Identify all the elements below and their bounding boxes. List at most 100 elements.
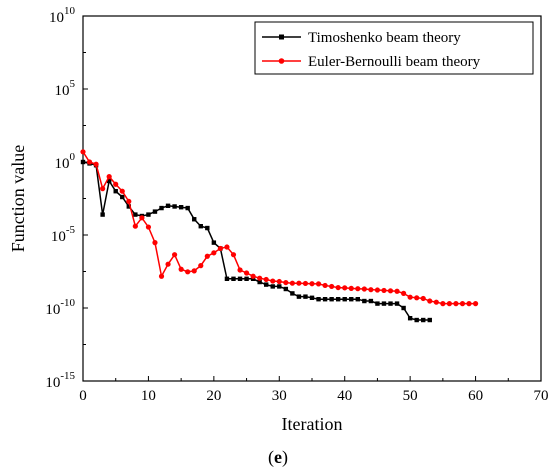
data-point <box>191 268 197 274</box>
data-point <box>80 159 86 165</box>
data-point <box>276 278 282 285</box>
x-tick-label: 0 <box>79 388 87 404</box>
caption-letter: e <box>274 447 282 467</box>
data-point <box>381 287 387 294</box>
data-point <box>401 305 406 311</box>
data-point <box>211 240 217 245</box>
data-point <box>290 291 295 296</box>
data-point <box>198 224 203 229</box>
data-point <box>407 294 413 300</box>
data-point <box>224 244 230 250</box>
data-point <box>349 297 354 302</box>
data-point <box>230 252 237 258</box>
data-point <box>257 275 263 281</box>
data-point <box>427 298 433 304</box>
data-point <box>440 301 446 307</box>
data-point <box>211 250 217 256</box>
data-point <box>446 301 452 307</box>
legend-items: Timoshenko beam theory Euler-Bernoulli be… <box>262 30 481 70</box>
data-point <box>355 297 360 302</box>
data-point <box>159 205 164 211</box>
data-point <box>355 286 361 292</box>
data-point <box>302 280 309 287</box>
data-point <box>472 301 479 307</box>
data-point <box>296 280 302 286</box>
x-axis-title: Iteration <box>282 414 343 434</box>
data-point <box>309 281 315 287</box>
y-axis-ticks: 1010 105 100 10-5 10-10 10-15 <box>45 5 88 391</box>
data-point <box>296 294 302 299</box>
data-point <box>466 301 472 307</box>
data-point <box>459 301 466 307</box>
x-axis-ticks: 0 10 20 30 40 50 60 70 <box>79 376 549 404</box>
data-point <box>414 295 420 301</box>
data-point <box>283 286 289 292</box>
y-tick-label: 105 <box>55 78 76 99</box>
data-point <box>420 295 426 302</box>
series-line <box>82 161 430 321</box>
data-point <box>361 286 367 292</box>
data-point <box>329 297 334 302</box>
data-point <box>342 297 347 302</box>
data-point <box>231 276 236 281</box>
data-point <box>185 205 190 211</box>
legend: Timoshenko beam theory Euler-Bernoulli be… <box>254 21 534 75</box>
legend-label: Euler-Bernoulli beam theory <box>308 54 481 70</box>
data-point <box>100 212 105 217</box>
legend-swatch-marker <box>278 58 285 64</box>
data-point <box>198 263 204 269</box>
data-point <box>368 287 374 293</box>
data-point <box>374 287 381 293</box>
data-point <box>145 224 152 230</box>
data-point <box>133 212 138 217</box>
data-point <box>394 301 400 306</box>
data-point <box>165 203 171 208</box>
data-point <box>368 298 374 304</box>
data-point <box>119 188 125 194</box>
x-tick-label: 10 <box>141 388 156 404</box>
y-tick-label: 1010 <box>49 5 76 26</box>
data-point <box>243 270 250 276</box>
data-point <box>126 204 131 209</box>
data-point <box>394 288 400 294</box>
data-point <box>270 284 275 289</box>
data-point <box>407 316 413 321</box>
data-point <box>303 294 308 299</box>
data-point <box>250 273 256 279</box>
x-tick-label: 60 <box>468 388 483 404</box>
data-point <box>342 285 348 291</box>
data-point <box>172 252 178 258</box>
data-point <box>100 186 106 192</box>
plot-area: 0 10 20 30 40 50 60 70 1010 105 100 10-5 10-10 10-15 <box>45 5 548 404</box>
data-point <box>387 288 394 294</box>
data-point <box>427 317 432 323</box>
data-point <box>421 317 426 323</box>
data-point <box>362 298 367 304</box>
data-point <box>322 297 328 302</box>
data-point <box>322 282 328 289</box>
data-point <box>106 174 112 180</box>
data-point <box>158 273 165 279</box>
data-point <box>152 240 158 246</box>
series-euler-bernoulli <box>80 149 479 307</box>
data-point <box>309 295 315 300</box>
data-point <box>113 189 118 194</box>
data-point <box>244 276 249 281</box>
x-tick-label: 70 <box>534 388 549 404</box>
data-point <box>388 301 393 306</box>
data-point <box>126 198 132 205</box>
data-point <box>289 280 295 286</box>
data-point <box>237 276 243 281</box>
data-point <box>335 284 341 291</box>
legend-item: Euler-Bernoulli beam theory <box>262 54 481 70</box>
data-point <box>178 205 184 210</box>
data-point <box>283 279 289 286</box>
data-point <box>86 159 93 165</box>
data-point <box>185 269 191 275</box>
y-tick-label: 10-5 <box>51 224 76 245</box>
data-point <box>217 245 223 252</box>
data-point <box>453 301 459 307</box>
series-timoshenko <box>80 159 432 323</box>
caption-open: ( <box>268 447 274 468</box>
